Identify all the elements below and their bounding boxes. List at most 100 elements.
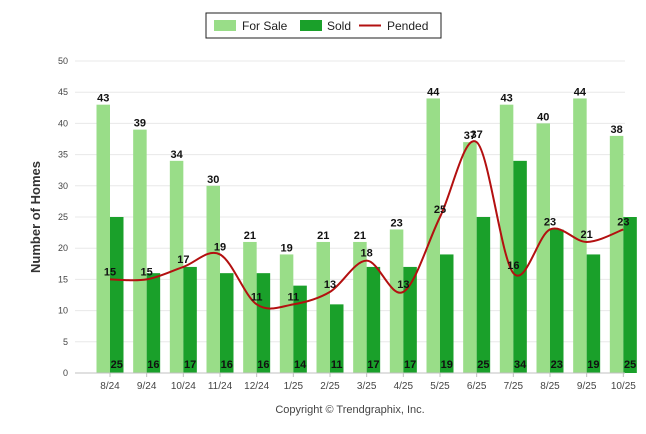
y-tick-label: 15 — [58, 274, 68, 284]
data-label-pended: 23 — [617, 216, 629, 228]
y-tick-label: 0 — [63, 368, 68, 378]
data-label-pended: 23 — [544, 216, 556, 228]
legend-label-for-sale[interactable]: For Sale — [242, 19, 288, 33]
bar-sold — [513, 160, 527, 373]
x-tick-label: 4/25 — [394, 381, 414, 392]
data-label-pended: 37 — [471, 129, 483, 141]
data-label-for-sale: 43 — [500, 93, 512, 105]
x-tick-label: 9/24 — [137, 381, 157, 392]
legend-label-pended[interactable]: Pended — [387, 19, 428, 33]
axes: 0 5 10 15 20 25 30 35 40 45 50 8/24 9/24 10/24 11/24 12… — [58, 56, 636, 392]
data-label-for-sale: 30 — [207, 174, 219, 186]
bar-sold — [220, 273, 234, 373]
data-label-pended: 13 — [324, 279, 336, 291]
pended-line — [109, 140, 624, 310]
data-label-sold: 14 — [294, 359, 307, 371]
grid-lines — [75, 60, 625, 343]
data-label-pended: 15 — [141, 266, 153, 278]
bar-sold — [293, 285, 307, 373]
bar-sold — [330, 304, 344, 373]
bar-for-sale — [133, 129, 147, 373]
bar-for-sale — [243, 241, 257, 373]
data-label-sold: 23 — [551, 359, 563, 371]
bar-sold — [623, 217, 637, 373]
y-tick-label: 35 — [58, 150, 68, 160]
bar-for-sale — [169, 160, 184, 373]
legend-box — [205, 12, 442, 39]
data-label-pended: 15 — [104, 266, 116, 278]
data-label-pended: 18 — [361, 248, 373, 260]
x-tick-label: 6/25 — [467, 381, 487, 392]
bar-sold — [586, 254, 601, 373]
data-label-sold: 16 — [257, 359, 269, 371]
copyright-footer: Copyright © Trendgraphix, Inc. — [275, 404, 424, 416]
bar-for-sale — [463, 142, 477, 373]
data-label-for-sale: 44 — [427, 86, 440, 98]
x-tick-label: 3/25 — [357, 381, 377, 392]
x-tick-label: 5/25 — [430, 381, 450, 392]
bars — [96, 98, 637, 374]
y-tick-label: 5 — [63, 337, 68, 347]
data-label-sold: 17 — [184, 359, 196, 371]
bar-sold — [110, 217, 124, 373]
data-label-pended: 11 — [251, 291, 263, 303]
data-label-for-sale: 21 — [317, 230, 329, 242]
bar-sold — [146, 273, 161, 373]
x-tick-label: 7/25 — [504, 381, 524, 392]
x-tick-label: 8/24 — [100, 381, 120, 392]
data-label-sold: 19 — [441, 359, 453, 371]
y-axis-title: Number of Homes — [28, 161, 43, 273]
y-tick-label: 45 — [58, 87, 68, 97]
x-tick-label: 2/25 — [320, 381, 340, 392]
x-tick-label: 1/25 — [284, 381, 304, 392]
data-label-for-sale: 44 — [574, 86, 587, 98]
y-tick-label: 20 — [58, 243, 68, 253]
data-label-pended: 19 — [214, 241, 226, 253]
data-label-sold: 17 — [367, 359, 379, 371]
data-label-for-sale: 37 — [464, 130, 476, 142]
data-label-for-sale: 34 — [170, 149, 183, 161]
data-label-sold: 34 — [514, 359, 527, 371]
data-label-for-sale: 40 — [537, 111, 549, 123]
x-tick-label: 8/25 — [540, 381, 560, 392]
data-label-sold: 25 — [624, 359, 636, 371]
data-label-pended: 17 — [177, 254, 189, 266]
bar-for-sale — [353, 241, 367, 373]
data-labels: 43 25 39 16 34 17 30 16 21 16 19 14 21 11 21 17 23 17 44 19… — [97, 86, 636, 371]
legend: For Sale Sold Pended — [205, 12, 442, 39]
bar-sold — [476, 217, 491, 373]
data-label-pended: 13 — [397, 279, 409, 291]
bar-for-sale — [609, 135, 624, 373]
bar-sold — [440, 254, 454, 373]
x-tick-label: 10/24 — [171, 381, 196, 392]
x-tick-label: 10/25 — [611, 381, 636, 392]
x-tick-label: 12/24 — [244, 381, 269, 392]
data-label-for-sale: 21 — [354, 230, 366, 242]
y-tick-label: 10 — [58, 306, 68, 316]
data-label-sold: 19 — [587, 359, 599, 371]
bar-for-sale — [426, 98, 440, 373]
bar-for-sale — [279, 254, 294, 373]
data-label-for-sale: 19 — [280, 242, 292, 254]
data-label-sold: 17 — [404, 359, 416, 371]
data-label-for-sale: 23 — [390, 217, 402, 229]
bar-sold — [256, 273, 271, 373]
data-label-sold: 25 — [477, 359, 489, 371]
data-label-for-sale: 38 — [610, 124, 622, 136]
data-label-for-sale: 21 — [244, 230, 256, 242]
data-label-for-sale: 43 — [97, 93, 109, 105]
legend-label-sold[interactable]: Sold — [327, 19, 351, 33]
bar-for-sale — [316, 241, 330, 373]
bar-for-sale — [206, 185, 220, 373]
legend-swatch-for-sale — [214, 20, 236, 31]
bar-sold — [550, 229, 564, 373]
data-label-pended: 25 — [434, 204, 446, 216]
x-tick-label: 11/24 — [208, 381, 233, 392]
data-label-for-sale: 39 — [134, 118, 146, 130]
data-label-sold: 16 — [221, 359, 233, 371]
data-label-pended: 21 — [581, 229, 593, 241]
bar-sold — [366, 266, 381, 373]
y-tick-label: 30 — [58, 181, 68, 191]
legend-swatch-sold — [300, 20, 322, 31]
y-tick-label: 40 — [58, 118, 68, 128]
